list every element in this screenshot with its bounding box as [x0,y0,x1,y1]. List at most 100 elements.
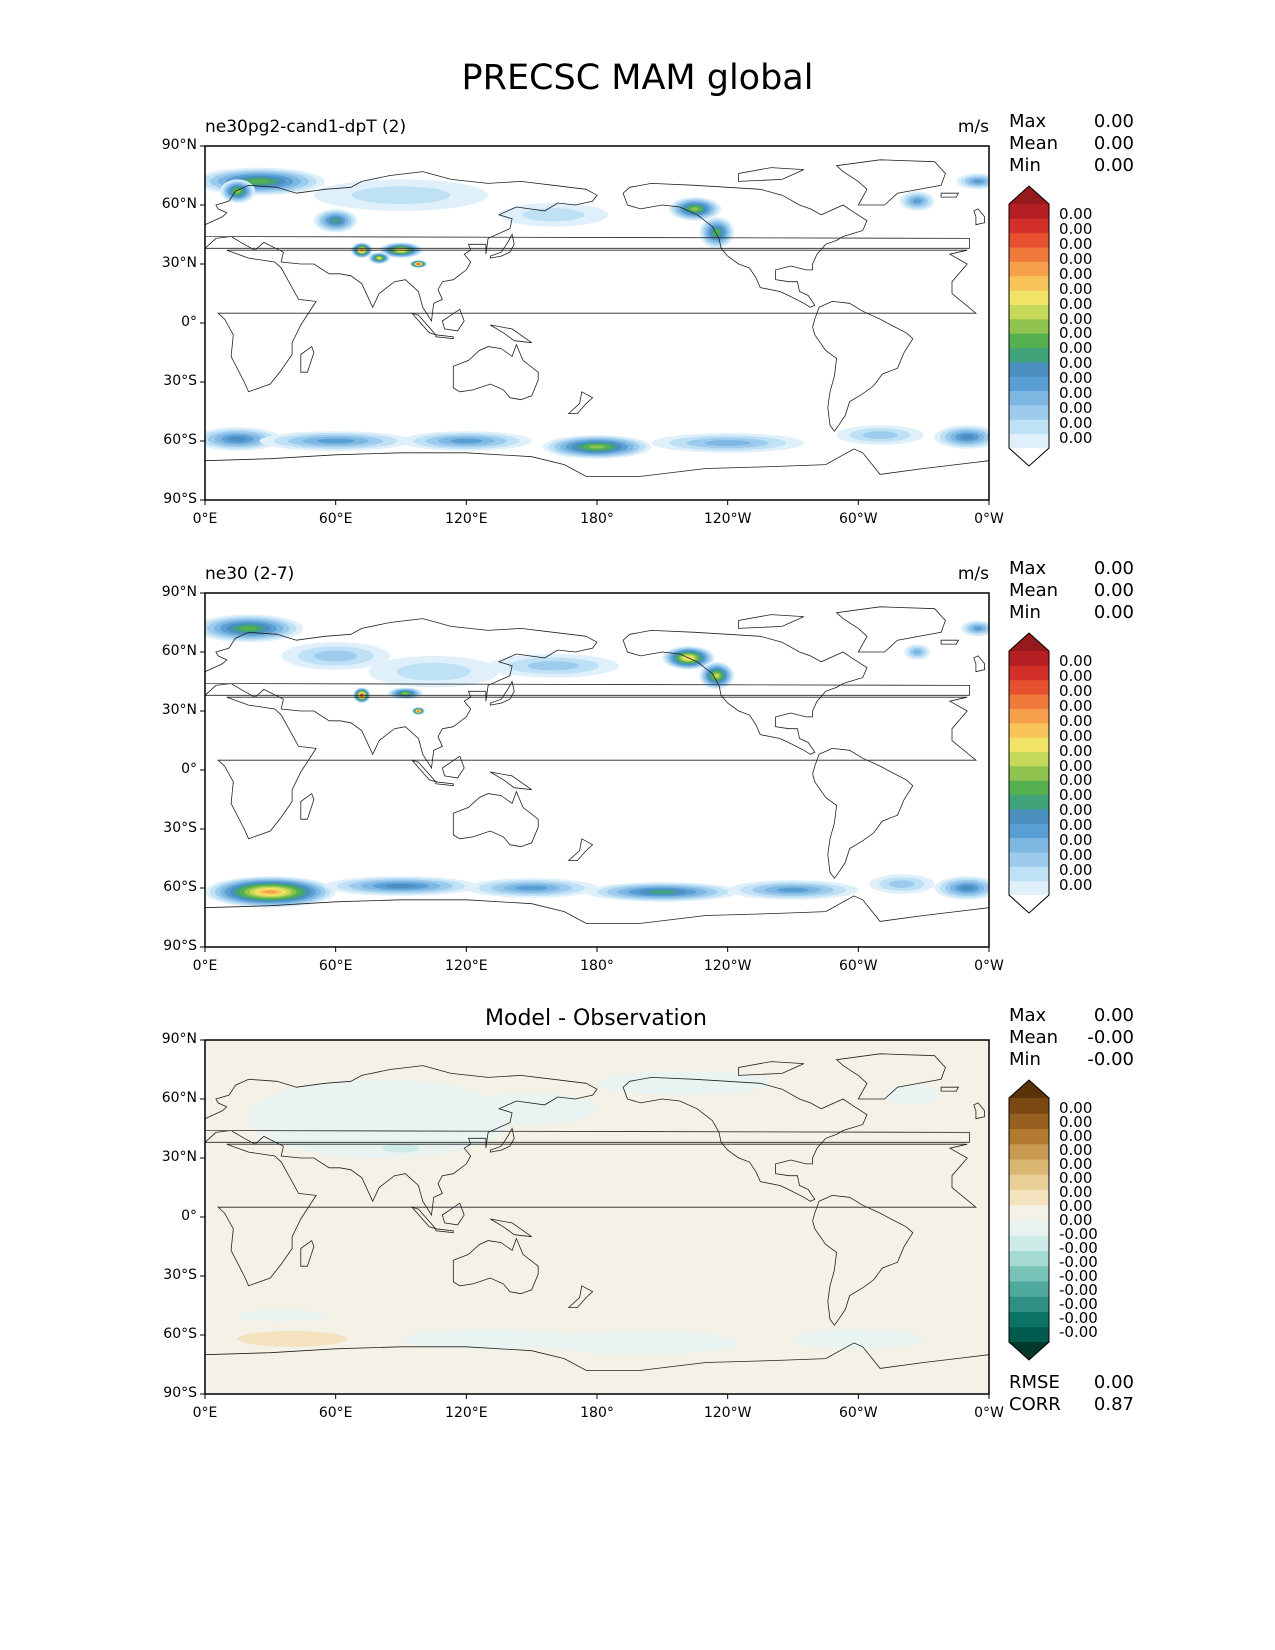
contour-fill [417,710,419,712]
coastline [738,1061,805,1076]
panel-title: ne30pg2-cand1-dpT (2) [205,117,407,137]
stat-name: Max [1009,111,1047,132]
colorbar-tick-label: 0.00 [1059,666,1093,685]
contour-fill [515,885,548,891]
x-tick-label: 60°W [838,958,878,974]
contour-fill [351,186,451,205]
colorbar-bin [1009,1098,1049,1114]
colorbar-bin [1009,1296,1049,1312]
colorbar-bin [1009,866,1049,882]
coastline [435,781,454,787]
colorbar-tick-label: -0.00 [1059,1323,1098,1341]
coastline [205,618,970,770]
stat-value: 0.00 [1093,133,1134,154]
colorbar-extend-max [1009,1080,1049,1098]
contour-fill [402,692,408,695]
y-tick-label: 0° [181,314,197,330]
colorbar [1008,1079,1050,1361]
stat-value: -0.00 [1087,1027,1134,1048]
contour-fill [691,207,699,211]
coastline [205,895,989,947]
colorbar-bin [1009,1220,1049,1236]
colorbar-tick-label: 0.00 [1059,1183,1093,1201]
y-tick-label: 30°N [161,1149,197,1165]
contour-fill [316,438,355,444]
coastline [205,1342,989,1394]
y-tick-label: 60°S [163,879,197,895]
x-tick-label: 0°W [974,958,1004,974]
colorbar [1008,185,1050,467]
coastline [622,629,868,755]
colorbar-tick-label: 0.00 [1059,1099,1093,1117]
contour-fill [542,1331,739,1355]
y-tick-label: 90°S [163,1385,197,1401]
colorbar-tick-label: 0.00 [1059,756,1093,775]
colorbar-extend-min [1009,448,1049,466]
coastline [489,233,515,259]
coastline [940,639,960,645]
contour-fill [589,445,605,449]
colorbar-tick-label: 0.00 [1059,354,1093,373]
contour-fill [886,1085,939,1105]
colorbar-bin [1009,404,1049,420]
colorbar-tick-label: 0.00 [1059,846,1093,865]
colorbar-bin [1009,708,1049,724]
coastline [490,1218,532,1238]
coastline [441,1202,465,1226]
y-tick-label: 60°N [161,1090,197,1106]
colorbar-tick-label: 0.00 [1059,771,1093,790]
contour-fill [249,179,270,184]
coastline [973,1102,985,1120]
coastline [490,771,532,791]
x-tick-label: 60°E [318,511,353,527]
units-label: m/s [957,564,989,584]
colorbar-bin [1009,433,1049,449]
colorbar-tick-label: 0.00 [1059,429,1093,447]
x-tick-label: 60°W [838,511,878,527]
colorbar-bin [1009,361,1049,377]
y-tick-label: 90°S [163,491,197,507]
x-tick-label: 60°E [318,958,353,974]
stat-row: Mean -0.00 [1009,1027,1134,1049]
panel-title: ne30 (2-7) [205,564,295,584]
x-tick-label: 120°W [703,958,752,974]
colorbar-bin [1009,1204,1049,1221]
coastline [940,1086,960,1092]
colorbar-bin [1009,1174,1049,1190]
colorbar-bin [1009,651,1049,666]
colorbar-bin [1009,419,1049,435]
stats-block: Max 0.00 Mean 0.00 Min 0.00 [1009,558,1134,624]
colorbar-tick-label: -0.00 [1059,1309,1098,1327]
contour-fill [450,438,483,444]
map-panel-reference [204,592,990,948]
colorbar-bin [1009,794,1049,810]
stat-row: Max 0.00 [1009,558,1134,580]
colorbar-tick-label: 0.00 [1059,399,1093,418]
coastline [452,1237,539,1295]
y-tick-label: 30°S [163,1267,197,1283]
contour-fill [776,887,810,893]
y-tick-label: 60°N [161,643,197,659]
colorbar-bin [1009,261,1049,277]
coastline [567,1285,594,1308]
contour-fill [973,626,983,631]
stat-row: Mean 0.00 [1009,133,1134,155]
colorbar-tick-label: -0.00 [1059,1225,1098,1243]
colorbar-outline [1008,632,1050,914]
colorbar-outline [1008,1079,1050,1361]
x-tick-label: 120°E [445,511,488,527]
colorbar-extend-min [1009,1342,1049,1360]
metric-name: RMSE [1009,1372,1060,1393]
contour-fill [960,434,974,440]
x-tick-label: 120°E [445,1405,488,1421]
colorbar-tick-label: 0.00 [1059,1113,1093,1131]
stat-name: Max [1009,1005,1047,1026]
contour-fill [237,1331,347,1347]
colorbar-tick-label: 0.00 [1059,369,1093,388]
colorbar-tick-label: 0.00 [1059,1141,1093,1159]
colorbar-bin [1009,333,1049,349]
colorbar-tick-label: 0.00 [1059,861,1093,880]
contour-fill [960,885,974,891]
colorbar-bin [1009,694,1049,709]
coastline [738,167,805,182]
